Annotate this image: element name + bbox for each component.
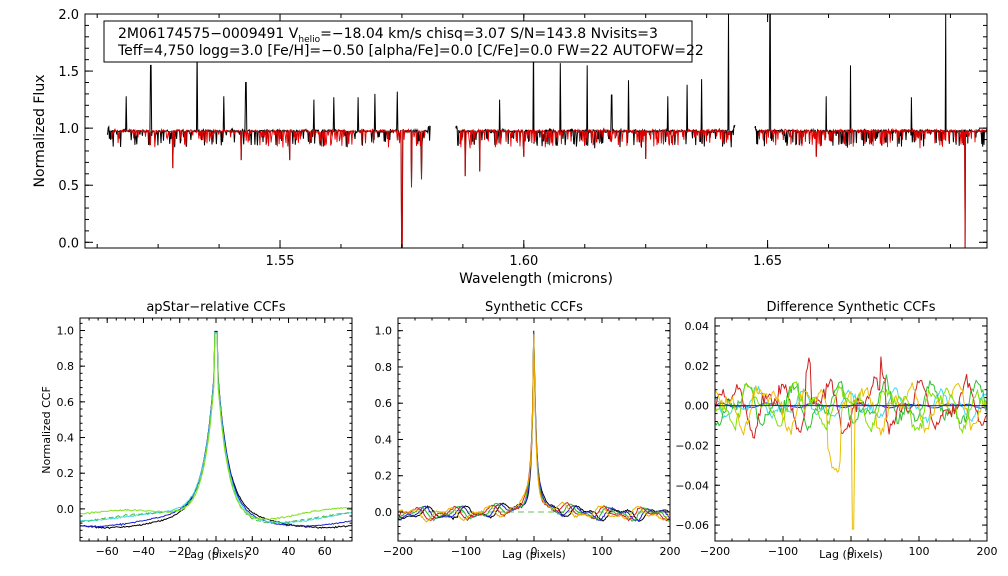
apstar-xtick-label: −60 xyxy=(96,545,119,558)
synthetic-ytick-label: 0.8 xyxy=(375,361,393,374)
spectrum-model-chip-3 xyxy=(758,127,987,248)
spectrum-ytick-label: 1.5 xyxy=(58,65,79,80)
synthetic-series-orange xyxy=(398,334,670,523)
apstar-ytick-label: 0.4 xyxy=(57,432,75,445)
synthetic-ticks: −200 −100 0 100 200 0.0 0.2 0.4 0.6 0.8 1.0 xyxy=(375,318,681,558)
apstar-ytick-label: 0.8 xyxy=(57,360,75,373)
difference-ytick-label: 0.00 xyxy=(685,400,710,413)
difference-xlabel: Lag (pixels) xyxy=(819,548,883,561)
apstar-axes-frame xyxy=(79,317,353,542)
difference-ytick-label: −0.06 xyxy=(675,519,709,532)
spectrum-model-chip-1 xyxy=(111,127,426,248)
spectrum-observed-chip-1 xyxy=(106,48,431,248)
spectrum-ytick-label: 2.0 xyxy=(58,8,79,23)
apstar-xlabel: Lag (pixels) xyxy=(184,548,248,561)
difference-title: Difference Synthetic CCFs xyxy=(766,300,935,315)
difference-xtick-label: 100 xyxy=(909,545,930,558)
apstar-series-cyan xyxy=(80,332,352,524)
spectrum-axes-frame xyxy=(84,13,988,249)
synthetic-ytick-label: 0.0 xyxy=(375,506,393,519)
apstar-ytick-label: 1.0 xyxy=(57,324,75,337)
synthetic-title: Synthetic CCFs xyxy=(485,300,583,315)
info-line-2: Teff=4,750 logg=3.0 [Fe/H]=−0.50 [alpha/… xyxy=(117,43,704,59)
synthetic-ytick-label: 0.6 xyxy=(375,397,393,410)
synthetic-xtick-label: 100 xyxy=(592,545,613,558)
spectrum-lines xyxy=(106,14,987,248)
info-line-1-rest: =−18.04 km/s chisq=3.07 S/N=143.8 Nvisit… xyxy=(320,26,658,42)
difference-ytick-label: −0.04 xyxy=(675,479,709,492)
synthetic-series-red xyxy=(398,333,670,522)
apstar-xtick-label: −40 xyxy=(132,545,155,558)
synthetic-ytick-label: 0.2 xyxy=(375,470,393,483)
synthetic-series-green xyxy=(398,332,670,522)
spectrum-ytick-label: 0.5 xyxy=(58,179,79,194)
spectrum-panel: 1.55 1.60 1.65 0.0 0.5 1.0 1.5 2.0 2M06174575−0… xyxy=(32,8,988,287)
synthetic-xtick-label: −200 xyxy=(383,545,413,558)
apstar-xtick-label: 40 xyxy=(282,545,296,558)
spectrum-ytick-label: 1.0 xyxy=(58,122,79,137)
apstar-ylabel: Normalized CCF xyxy=(40,386,53,474)
apstar-xtick-label: −20 xyxy=(168,545,191,558)
info-line-1-subscript: helio xyxy=(298,35,320,45)
apstar-ytick-label: 0.0 xyxy=(57,503,75,516)
apstar-series-blue xyxy=(80,331,352,528)
synthetic-series-blue xyxy=(398,331,670,522)
apstar-ticks: −60 −40 −20 0 20 40 60 0.0 0.2 0.4 0.6 0.8 1.0 xyxy=(57,318,353,558)
apstar-xtick-label: 60 xyxy=(318,545,332,558)
spectrum-ylabel: Normalized Flux xyxy=(32,75,48,188)
spectrum-xlabel: Wavelength (microns) xyxy=(459,271,613,287)
difference-ticks: −200 −100 0 100 200 −0.06 −0.04 −0.02 0.00 0.02 0.… xyxy=(675,317,998,558)
apstar-series-lime xyxy=(80,333,352,521)
apstar-title: apStar−relative CCFs xyxy=(146,300,286,315)
synthetic-xtick-label: −100 xyxy=(451,545,481,558)
difference-ccf-lines xyxy=(715,356,987,530)
difference-xtick-label: −100 xyxy=(768,545,798,558)
apstar-ytick-label: 0.6 xyxy=(57,396,75,409)
difference-xtick-label: 0 xyxy=(848,545,855,558)
difference-xtick-label: 200 xyxy=(977,545,998,558)
info-box xyxy=(103,20,693,63)
spectrum-model-chip-2 xyxy=(459,128,732,177)
apstar-xtick-label: 20 xyxy=(245,545,259,558)
synthetic-ytick-label: 0.4 xyxy=(375,433,393,446)
difference-ytick-label: −0.02 xyxy=(675,439,709,452)
apstar-ccf-panel: −60 −40 −20 0 20 40 60 0.0 0.2 0.4 0.6 0.8 1.0 apSta… xyxy=(40,300,353,561)
spectrum-ticks: 1.55 1.60 1.65 0.0 0.5 1.0 1.5 2.0 xyxy=(58,8,987,269)
apstar-xtick-label: 0 xyxy=(213,545,220,558)
synthetic-ytick-label: 1.0 xyxy=(375,325,393,338)
synthetic-xtick-label: 0 xyxy=(531,545,538,558)
spectrum-xtick-label: 1.60 xyxy=(509,254,538,269)
difference-xtick-label: −200 xyxy=(700,545,730,558)
synthetic-ccf-panel: −200 −100 0 100 200 0.0 0.2 0.4 0.6 0.8 1.0 Synthe… xyxy=(375,300,681,561)
apstar-series-green xyxy=(80,332,352,524)
synthetic-xlabel: Lag (pixels) xyxy=(502,548,566,561)
apstar-ccf-lines xyxy=(80,330,352,530)
spectrum-xtick-label: 1.65 xyxy=(753,254,782,269)
apstar-ytick-label: 0.2 xyxy=(57,467,75,480)
difference-ytick-label: 0.02 xyxy=(685,360,710,373)
difference-ccf-panel: −200 −100 0 100 200 −0.06 −0.04 −0.02 0.00 0.02 0.… xyxy=(675,300,997,561)
info-line-1-name: 2M06174575−0009491 V xyxy=(118,26,299,42)
spectrum-xtick-label: 1.55 xyxy=(266,254,295,269)
spectrum-ytick-label: 0.0 xyxy=(58,236,79,251)
synthetic-ccf-lines xyxy=(398,330,670,523)
difference-ytick-label: 0.04 xyxy=(685,320,710,333)
apstar-series-black xyxy=(80,330,352,530)
synthetic-xtick-label: 200 xyxy=(660,545,681,558)
info-line-1: 2M06174575−0009491 Vhelio=−18.04 km/s ch… xyxy=(118,26,658,45)
